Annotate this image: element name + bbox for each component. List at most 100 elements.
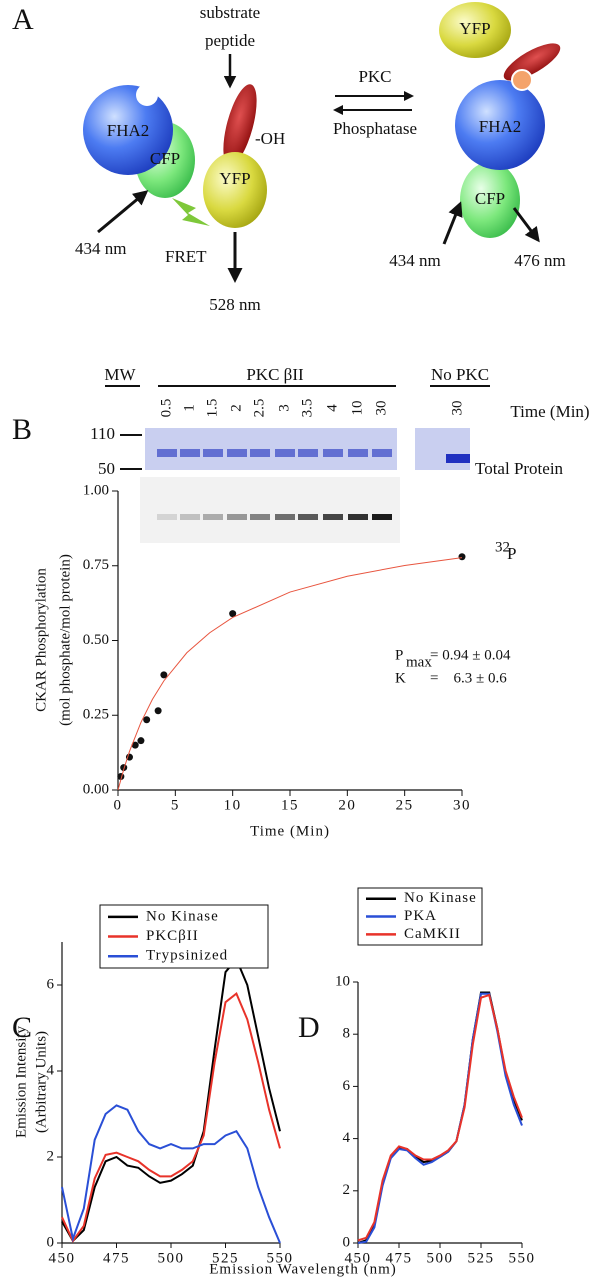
y-tick-label: 4 [343,1130,351,1146]
y-tick-label: 6 [343,1078,351,1094]
annotation: K [395,670,406,686]
y-tick-label: 8 [343,1026,351,1042]
lane-label: 3.5 [299,399,315,418]
label: YFP [219,169,250,188]
lane-label: 2.5 [251,399,267,418]
protein-band [298,449,318,457]
label: peptide [205,31,255,50]
x-tick-label: 15 [281,797,299,813]
gel-image [415,428,470,470]
radio-band [275,514,295,520]
label: YFP [459,19,490,38]
data-point [458,553,466,561]
radio-band [323,514,343,520]
label: substrate [200,3,260,22]
annotation: = 6.3 ± 0.6 [430,670,507,686]
panel-label: A [12,3,34,36]
label: 434 nm [75,239,126,258]
spectrum-line [61,1104,281,1244]
radio-band [203,514,223,520]
reaction: PKC Phosphatase [333,67,417,138]
x-tick-label: 525 [212,1250,239,1266]
label: Phosphatase [333,119,417,138]
panel-label: C [12,1011,32,1044]
legend-label: PKCβII [146,928,199,944]
radio-band [227,514,247,520]
x-tick-label: 5 [171,797,180,813]
lane-label: 3 [276,404,292,412]
label: FHA2 [479,117,522,136]
y-axis-label: CKAR Phosphorylation [33,568,49,712]
lane-label: 4 [324,404,340,412]
radio-band [157,514,177,520]
annotation: max [406,654,432,670]
marker-label: 110 [90,424,115,443]
fit-line [117,557,463,791]
x-tick-label: 30 [453,797,471,813]
marker-label: 50 [98,459,115,478]
x-tick-label: 450 [345,1250,372,1266]
y-tick-label: 2 [47,1148,55,1164]
peptide [223,84,257,166]
x-axis-label: Time (Min) [250,823,330,839]
x-tick-label: 20 [338,797,356,813]
spectrum-line [357,993,523,1242]
lane-label: 1.5 [204,399,220,418]
y-axis-label: (Arbitrary Units) [33,1031,49,1133]
label: 476 nm [514,251,565,270]
y-tick-label: 0.25 [83,707,109,723]
y-tick-label: 0.50 [83,632,109,648]
y-tick-label: 6 [47,976,55,992]
lane-label: 0.5 [158,399,174,418]
protein-band [372,449,392,457]
gel-header: PKC βII [246,365,304,384]
lane-label: 1 [181,404,197,412]
x-tick-label: 500 [427,1250,454,1266]
data-point [229,610,237,618]
lane-label: 30 [373,401,389,416]
yfp [439,2,511,58]
protein-band [157,449,177,457]
x-tick-label: 475 [103,1250,130,1266]
gel-label: Total Protein [475,459,564,478]
arrow [442,201,463,245]
protein-band [227,449,247,457]
radio-band [372,514,392,520]
radio-band [250,514,270,520]
right-construct: YFP FHA2 CFP 434 nm 476 nm [389,2,566,270]
label: -OH [255,129,285,148]
legend-label: No Kinase [404,890,477,906]
protein-band [180,449,200,457]
radio-band [298,514,318,520]
y-tick-label: 0 [47,1234,55,1250]
legend-label: Trypsinized [146,948,228,964]
y-axis-label: (mol phosphate/mol protein) [57,554,73,726]
gel-header: Time (Min) [510,402,589,421]
x-axis-label: Emission Wavelength (nm) [209,1261,397,1277]
data-point [131,741,139,749]
label: FRET [165,247,207,266]
x-tick-label: 550 [267,1250,294,1266]
label: 528 nm [209,295,260,314]
data-point [154,707,162,715]
arrow [512,207,540,243]
y-axis-label: Emission Intensity [13,1025,29,1138]
lane-label: 30 [449,401,465,416]
x-tick-label: 550 [509,1250,536,1266]
x-tick-label: 0 [114,797,123,813]
autoradiograph [140,477,400,543]
cfp [460,162,520,238]
gel-header: MW [104,365,136,384]
radio-band [180,514,200,520]
binding-site [136,84,158,106]
label: FHA2 [107,121,150,140]
data-point [137,737,145,745]
y-tick-label: 0 [343,1234,351,1250]
legend-label: No Kinase [146,908,219,924]
arrow [97,190,149,234]
y-tick-label: 2 [343,1182,351,1198]
gel: MW PKC βII No PKC Time (Min) 110 50 Tota… [90,365,589,563]
fha2 [455,80,545,170]
left-construct: substrate peptide FHA2 CFP YFP -OH 434 n… [75,3,285,314]
radio-band [348,514,368,520]
